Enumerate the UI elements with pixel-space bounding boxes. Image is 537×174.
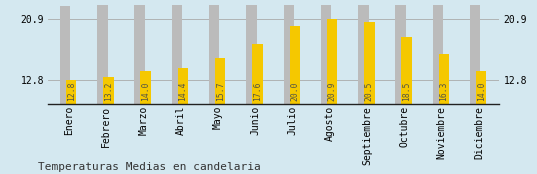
Text: 13.2: 13.2 [104,81,113,101]
Text: Temperaturas Medias en candelaria: Temperaturas Medias en candelaria [38,162,260,172]
Bar [172,0,182,104]
Bar [395,0,406,104]
Bar [60,6,70,104]
Bar [284,0,294,104]
Bar [209,0,220,104]
Bar [327,19,337,174]
Bar [252,44,263,174]
Text: 20.0: 20.0 [290,81,299,101]
Bar [470,0,481,104]
Text: 18.5: 18.5 [402,81,411,101]
Bar [439,54,449,174]
Bar [97,3,107,104]
Bar [134,0,145,104]
Text: 14.0: 14.0 [477,81,485,101]
Bar [289,26,300,174]
Bar [66,80,76,174]
Bar [103,77,113,174]
Text: 15.7: 15.7 [216,81,224,101]
Text: 12.8: 12.8 [67,81,76,101]
Bar [140,71,151,174]
Bar [433,0,443,104]
Bar [246,0,257,104]
Text: 14.4: 14.4 [178,81,187,101]
Text: 20.9: 20.9 [328,81,337,101]
Bar [476,71,487,174]
Bar [401,37,412,174]
Bar [364,22,374,174]
Bar [215,58,226,174]
Bar [358,0,368,104]
Bar [321,0,331,104]
Bar [178,68,188,174]
Text: 20.5: 20.5 [365,81,374,101]
Text: 17.6: 17.6 [253,81,262,101]
Text: 16.3: 16.3 [439,81,448,101]
Text: 14.0: 14.0 [141,81,150,101]
